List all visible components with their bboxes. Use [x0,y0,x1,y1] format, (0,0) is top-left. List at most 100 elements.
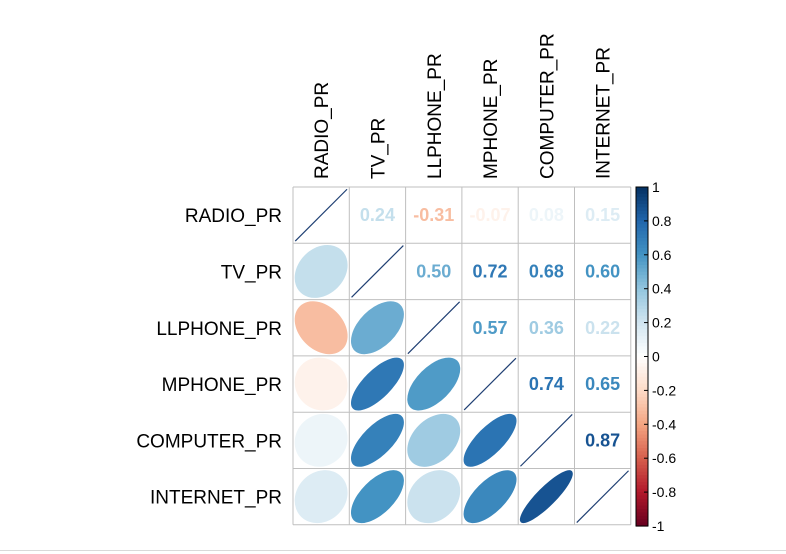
correlation-ellipse [350,357,404,411]
colorbar-segment [636,285,648,290]
colorbar-segment [636,485,648,490]
colorbar-tick-label: 0 [652,349,660,365]
colorbar-segment [636,261,648,266]
colorbar-segment [636,448,648,453]
diagonal-ellipse [463,357,517,411]
correlation-grid [292,186,632,526]
colorbar-segment [636,254,648,259]
colorbar-segment [636,373,648,378]
colorbar-segment [636,302,648,307]
column-label: RADIO_PR [312,82,333,179]
colorbar-segment [636,244,648,249]
correlation-value: 0.87 [585,430,620,450]
colorbar-segment [636,464,648,469]
colorbar-segment [636,332,648,337]
column-labels: RADIO_PR TV_PR LLPHONE_PR MPHONE_PR COMPUTER… [312,33,615,179]
correlation-value: 0.08 [529,205,564,225]
colorbar-segment [636,203,648,208]
colorbar-segment [636,315,648,320]
colorbar-segment [636,390,648,395]
colorbar-segment [636,383,648,388]
correlation-ellipse [294,301,348,355]
correlation-value: 0.65 [585,374,620,394]
colorbar-segment [636,278,648,283]
colorbar-segment [636,431,648,436]
colorbar-segment [636,268,648,273]
diagonal-ellipse [351,245,404,298]
colorbar-segment [636,461,648,466]
colorbar-segment [636,292,648,297]
colorbar-tick-label: 0.6 [652,247,672,263]
colorbar-segment [636,190,648,195]
colorbar-segment [636,305,648,310]
row-label: TV_PR [221,262,282,283]
colorbar-segment [636,309,648,314]
colorbar-tick-label: -0.8 [652,484,676,500]
colorbar-segment [636,251,648,256]
colorbar-segment [636,468,648,473]
colorbar-segment [636,220,648,225]
correlation-ellipse [463,470,517,524]
diagonal-ellipse [576,470,629,523]
column-label: INTERNET_PR [594,47,615,179]
colorbar-tick-label: 0.4 [652,281,672,297]
colorbar-segment [636,193,648,198]
colorbar-segment [636,441,648,446]
correlation-cells: 0.24 -0.31 -0.07 0.08 0.15 0.50 0.72 0.68 0.60 0.… [294,188,629,524]
colorbar-segment [636,458,648,463]
colorbar-segment [636,478,648,483]
row-label: RADIO_PR [185,206,282,227]
colorbar-segment [636,393,648,398]
colorbar-segment [636,400,648,405]
correlation-value: 0.60 [585,261,620,281]
colorbar-segment [636,346,648,351]
colorbar-tick-label: 0.8 [652,213,672,229]
colorbar-segment [636,488,648,493]
correlation-value: -0.31 [413,205,454,225]
colorbar-segment [636,288,648,293]
correlation-ellipse [407,470,461,524]
colorbar-segment [636,295,648,300]
colorbar-segment [636,322,648,327]
colorbar-segment [636,509,648,514]
colorbar-segment [636,512,648,517]
colorbar-segment [636,234,648,239]
colorbar-segment [636,224,648,229]
correlation-ellipse [350,470,404,524]
colorbar-segment [636,370,648,375]
colorbar-segment [636,427,648,432]
colorbar-segment [636,298,648,303]
colorbar-segment [636,237,648,242]
colorbar-segment [636,359,648,364]
colorbar-segment [636,471,648,476]
colorbar-segment [636,515,648,520]
diagonal-ellipse [294,188,348,242]
colorbar-segment [636,498,648,503]
colorbar-segment [636,356,648,361]
colorbar-segment [636,241,648,246]
correlation-value: -0.07 [470,205,511,225]
colorbar-segment [636,417,648,422]
correlation-value: 0.15 [585,205,620,225]
row-label: MPHONE_PR [162,375,282,396]
colorbar-segment [636,281,648,286]
color-legend: 1 0.8 0.6 0.4 0.2 0 -0.2 -0.4 -0.6 -0.8 -1 [635,179,676,534]
row-label: LLPHONE_PR [156,319,282,340]
correlation-ellipse [294,244,348,298]
colorbar-segment [636,397,648,402]
diagonal-ellipse [407,301,461,355]
correlation-value: 0.36 [529,318,564,338]
colorbar-segment [636,424,648,429]
colorbar-segment [636,342,648,347]
colorbar-segment [636,210,648,215]
colorbar-segment [636,312,648,317]
colorbar-segment [636,410,648,415]
colorbar-segment [636,336,648,341]
colorbar-tick-label: -0.6 [652,450,676,466]
colorbar-segment [636,475,648,480]
colorbar-segment [636,353,648,358]
colorbar-segment [636,207,648,212]
colorbar-segment [636,214,648,219]
bottom-divider [0,550,786,551]
